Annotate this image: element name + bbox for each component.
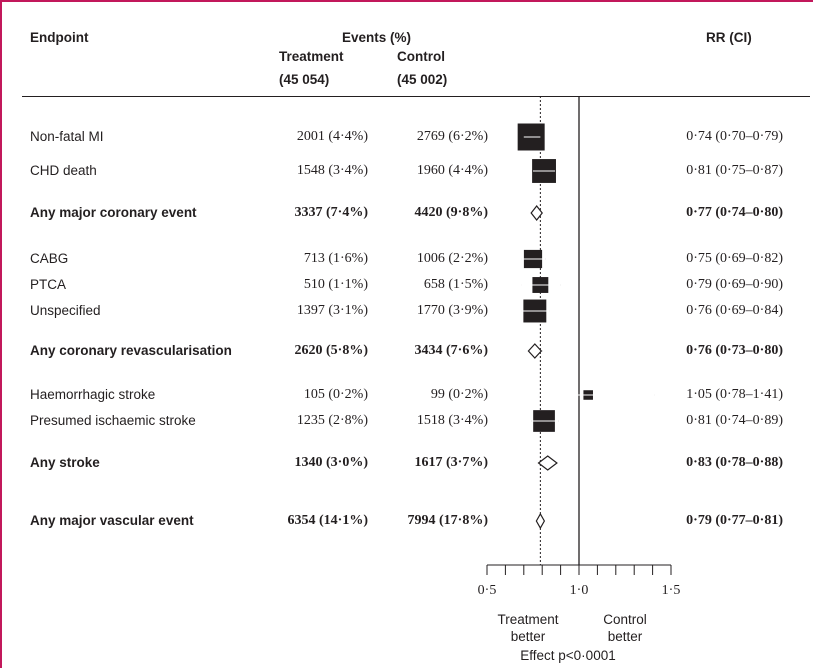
row-control-events: 2769 (6·2%) [416,129,488,144]
row-control-events: 1960 (4·4%) [416,163,488,178]
control-header: Control [397,49,445,64]
row-control-events: 4420 (9·8%) [414,205,489,220]
row-rr-ci: 0·79 (0·69–0·90) [686,277,783,292]
row-control-events: 7994 (17·8%) [407,513,489,528]
row-label: CABG [30,251,69,266]
treatment-header: Treatment [279,49,344,64]
row-control-events: 1617 (3·7%) [414,455,489,470]
treatment-n: (45 054) [279,72,330,87]
row-treatment-events: 1340 (3·0%) [294,455,369,470]
row-control-events: 99 (0·2%) [430,387,488,402]
row-rr-ci: 0·75 (0·69–0·82) [686,251,783,266]
estimate-diamond [530,205,543,221]
rr-header: RR (CI) [706,30,752,45]
axis-right-label-2: better [607,629,643,644]
row-label: Presumed ischaemic stroke [30,413,196,428]
row-control-events: 1518 (3·4%) [416,413,488,428]
row-treatment-events: 713 (1·6%) [303,251,368,266]
row-label: Any coronary revascularisation [30,343,232,358]
row-rr-ci: 0·79 (0·77–0·81) [686,513,783,528]
row-rr-ci: 0·76 (0·73–0·80) [686,343,783,358]
row-rr-ci: 0·81 (0·74–0·89) [686,413,783,428]
row-treatment-events: 1397 (3·1%) [296,303,368,318]
row-control-events: 1006 (2·2%) [416,251,488,266]
x-axis-tick-label: 1·0 [570,583,589,598]
control-n: (45 002) [397,72,448,87]
row-control-events: 3434 (7·6%) [414,343,489,358]
row-label: Non-fatal MI [30,129,104,144]
row-rr-ci: 0·77 (0·74–0·80) [686,205,783,220]
x-axis-tick-label: 1·5 [662,583,681,598]
row-rr-ci: 0·76 (0·69–0·84) [686,303,783,318]
header-rule [22,96,810,97]
row-label: Unspecified [30,303,101,318]
frame-top-border [0,0,813,2]
row-treatment-events: 1548 (3·4%) [296,163,368,178]
row-rr-ci: 0·83 (0·78–0·88) [686,455,783,470]
row-treatment-events: 1235 (2·8%) [296,413,368,428]
row-rr-ci: 0·81 (0·75–0·87) [686,163,783,178]
row-label: CHD death [30,163,97,178]
estimate-diamond [535,512,546,530]
endpoint-header: Endpoint [30,30,89,45]
row-treatment-events: 2001 (4·4%) [296,129,368,144]
estimate-diamond [537,455,558,471]
frame-left-border [0,0,2,668]
row-label: Any major vascular event [30,513,194,528]
row-treatment-events: 105 (0·2%) [303,387,368,402]
row-rr-ci: 1·05 (0·78–1·41) [686,387,783,402]
row-control-events: 1770 (3·9%) [416,303,488,318]
row-treatment-events: 510 (1·1%) [303,277,368,292]
row-label: PTCA [30,277,67,292]
x-axis-tick-label: 0·5 [478,583,497,598]
row-label: Any stroke [30,455,100,470]
row-label: Any major coronary event [30,205,197,220]
row-label: Haemorrhagic stroke [30,387,156,402]
row-rr-ci: 0·74 (0·70–0·79) [686,129,783,144]
estimate-diamond [527,343,543,359]
row-treatment-events: 6354 (14·1%) [287,513,369,528]
axis-right-label-1: Control [603,612,647,627]
row-treatment-events: 2620 (5·8%) [294,343,369,358]
row-control-events: 658 (1·5%) [423,277,488,292]
events-header: Events (%) [342,30,412,45]
axis-left-label-1: Treatment [497,612,559,627]
row-treatment-events: 3337 (7·4%) [294,205,369,220]
effect-label: Effect p<0·0001 [520,648,616,663]
axis-left-label-2: better [510,629,546,644]
